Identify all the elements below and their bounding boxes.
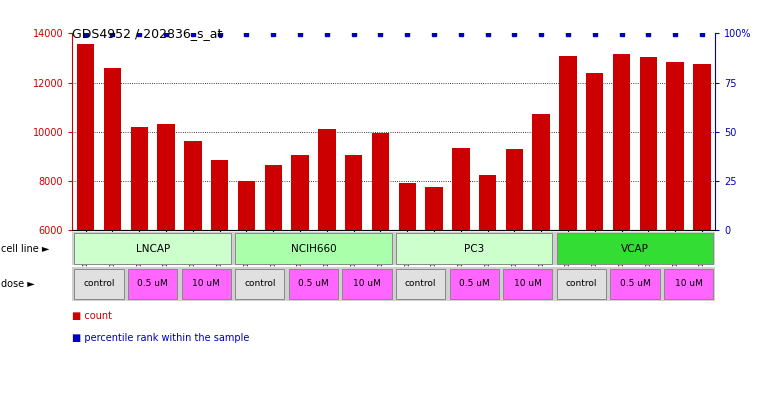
Bar xyxy=(265,165,282,230)
Bar xyxy=(667,62,684,230)
Bar xyxy=(77,44,94,230)
Bar xyxy=(450,268,499,299)
Bar xyxy=(613,54,630,230)
Bar xyxy=(399,183,416,230)
Bar xyxy=(505,149,523,230)
Bar xyxy=(664,268,713,299)
Bar xyxy=(371,133,389,230)
Text: ■ percentile rank within the sample: ■ percentile rank within the sample xyxy=(72,333,250,343)
Bar xyxy=(533,114,550,230)
Bar xyxy=(291,155,309,230)
Bar xyxy=(288,268,338,299)
Bar xyxy=(211,160,228,230)
Bar xyxy=(693,64,711,230)
Text: ■ count: ■ count xyxy=(72,311,113,321)
Text: control: control xyxy=(565,279,597,288)
Bar xyxy=(396,268,445,299)
Bar xyxy=(503,268,552,299)
Bar xyxy=(318,129,336,230)
Text: NCIH660: NCIH660 xyxy=(291,244,336,253)
Bar xyxy=(557,268,606,299)
Bar xyxy=(425,187,443,230)
Bar xyxy=(128,268,177,299)
Text: 10 uM: 10 uM xyxy=(193,279,220,288)
Bar xyxy=(342,268,392,299)
Text: control: control xyxy=(244,279,275,288)
Bar xyxy=(184,141,202,230)
Text: 0.5 uM: 0.5 uM xyxy=(459,279,489,288)
Text: 10 uM: 10 uM xyxy=(353,279,381,288)
Text: 10 uM: 10 uM xyxy=(674,279,702,288)
Bar xyxy=(640,57,657,230)
Bar xyxy=(237,181,255,230)
Bar xyxy=(452,148,470,230)
Text: 0.5 uM: 0.5 uM xyxy=(298,279,329,288)
Text: control: control xyxy=(405,279,436,288)
Text: PC3: PC3 xyxy=(464,244,484,253)
Text: cell line ►: cell line ► xyxy=(1,244,49,253)
Bar xyxy=(479,174,496,230)
Bar xyxy=(610,268,660,299)
Text: 0.5 uM: 0.5 uM xyxy=(619,279,651,288)
Text: GDS4952 / 202836_s_at: GDS4952 / 202836_s_at xyxy=(72,28,223,40)
Text: control: control xyxy=(84,279,115,288)
Text: dose ►: dose ► xyxy=(1,279,34,289)
Text: LNCAP: LNCAP xyxy=(135,244,170,253)
Bar xyxy=(345,155,362,230)
Bar xyxy=(103,68,121,230)
Bar xyxy=(557,233,713,264)
Text: 10 uM: 10 uM xyxy=(514,279,542,288)
Bar xyxy=(158,124,175,230)
Text: 0.5 uM: 0.5 uM xyxy=(137,279,168,288)
Bar xyxy=(182,268,231,299)
Bar xyxy=(559,55,577,230)
Bar xyxy=(131,127,148,230)
Bar xyxy=(75,233,231,264)
Bar xyxy=(75,268,124,299)
Text: VCAP: VCAP xyxy=(621,244,649,253)
Bar xyxy=(235,233,392,264)
Bar xyxy=(586,73,603,230)
Bar xyxy=(235,268,285,299)
Bar xyxy=(396,233,552,264)
